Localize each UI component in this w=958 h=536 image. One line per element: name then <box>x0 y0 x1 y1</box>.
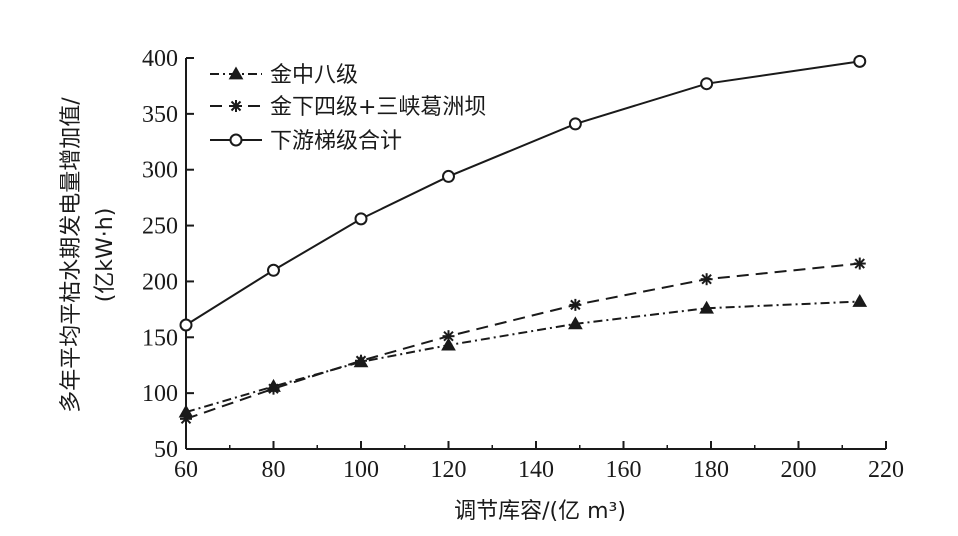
asterisk-stroke <box>854 258 865 269</box>
y-tick-label: 350 <box>142 102 178 128</box>
data-point <box>442 169 455 183</box>
x-tick-label: 60 <box>174 457 198 483</box>
data-point <box>267 382 280 395</box>
series-2 <box>180 257 866 425</box>
data-point <box>180 412 192 425</box>
asterisk-stroke <box>230 100 242 112</box>
data-point <box>853 54 867 68</box>
axes: 60 80 100 120 140 160 180 200 220 50 100 150 200 250 3… <box>142 46 904 483</box>
legend-item-1: 金中八级 <box>210 63 358 88</box>
data-point <box>568 117 582 131</box>
series-group <box>178 54 868 425</box>
legend-item-3: 下游梯级合计 <box>210 129 402 154</box>
y-tick-label: 150 <box>142 325 178 351</box>
y-tick-label: 400 <box>142 46 178 72</box>
legend-marker <box>228 66 244 80</box>
data-point <box>267 263 280 277</box>
asterisk-stroke <box>443 330 454 342</box>
x-tick-label: 220 <box>868 457 904 483</box>
data-point <box>568 316 583 330</box>
data-point <box>700 77 714 91</box>
data-point <box>852 294 868 307</box>
series-3 <box>179 54 867 332</box>
y-tick-label: 100 <box>142 381 178 407</box>
y-tick-label: 250 <box>142 214 178 240</box>
y-axis-label: 多年平均平枯水期发电量增加值/ <box>59 97 84 413</box>
y-tick-label: 50 <box>154 437 178 463</box>
x-tick-label: 160 <box>606 457 642 483</box>
y-axis-label-line2: (亿kW·h) <box>93 208 118 303</box>
legend-label: 金下四级+三峡葛洲坝 <box>270 95 486 120</box>
data-point <box>442 330 455 343</box>
data-point <box>700 273 713 286</box>
legend-marker <box>230 100 242 112</box>
asterisk-stroke <box>701 273 712 285</box>
x-axis-label: 调节库容/(亿 m³) <box>454 499 626 524</box>
y-tick-label: 300 <box>142 158 178 184</box>
asterisk-stroke <box>355 355 367 366</box>
data-point <box>699 300 714 314</box>
x-tick-label: 120 <box>431 457 467 483</box>
x-tick-label: 200 <box>781 457 817 483</box>
asterisk-stroke <box>268 383 279 394</box>
data-point <box>179 318 193 332</box>
data-point <box>354 212 368 226</box>
asterisk-stroke <box>180 413 192 425</box>
x-tick-label: 80 <box>262 457 286 483</box>
legend-label: 下游梯级合计 <box>270 129 402 154</box>
y-tick-label: 200 <box>142 269 178 295</box>
data-point <box>569 298 582 311</box>
data-point <box>853 257 866 270</box>
legend-label: 金中八级 <box>270 63 358 88</box>
y-axis-label-line1: 多年平均平枯水期发电量增加值/ <box>59 97 84 413</box>
x-tick-label: 100 <box>343 457 379 483</box>
legend-marker <box>229 133 243 147</box>
data-point <box>441 337 456 351</box>
series-1 <box>178 294 868 418</box>
legend-item-2: 金下四级+三峡葛洲坝 <box>210 95 486 120</box>
data-point <box>355 354 367 367</box>
x-tick-label: 180 <box>693 457 729 483</box>
y-axis-label-unit: (亿kW·h) <box>93 208 118 303</box>
x-tick-label: 140 <box>518 457 554 483</box>
asterisk-stroke <box>570 299 581 311</box>
series-line <box>185 262 860 420</box>
